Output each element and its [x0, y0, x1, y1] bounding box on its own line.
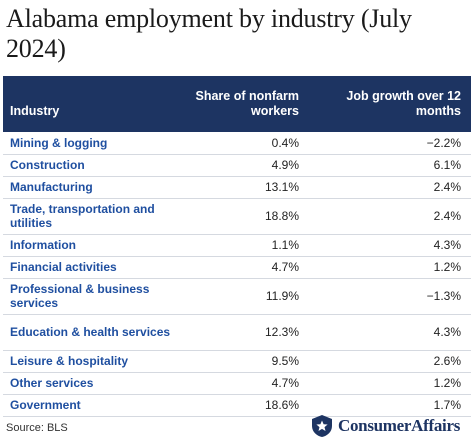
table-header-row: Industry Share of nonfarm workers Job gr…	[3, 76, 471, 132]
table-row: Professional & business services 11.9% −…	[3, 278, 471, 314]
growth-cell: 4.3%	[433, 325, 461, 339]
growth-cell: 6.1%	[433, 158, 461, 172]
share-cell: 4.7%	[271, 376, 299, 390]
table-row: Government 18.6% 1.7%	[3, 394, 471, 416]
share-cell: 9.5%	[271, 354, 299, 368]
share-cell: 13.1%	[264, 180, 299, 194]
industry-cell: Leisure & hospitality	[10, 354, 129, 368]
table-row: Construction 4.9% 6.1%	[3, 154, 471, 176]
source-note: Source: BLS	[6, 422, 68, 434]
industry-cell: Professional & business services	[10, 282, 150, 310]
brand-name: ConsumerAffairs	[338, 416, 461, 435]
share-cell: 11.9%	[265, 289, 299, 303]
growth-cell: −1.3%	[426, 289, 461, 303]
table-row: Manufacturing 13.1% 2.4%	[3, 176, 471, 198]
growth-cell: 4.3%	[433, 238, 461, 252]
industry-cell: Government	[10, 398, 81, 412]
header-industry: Industry	[10, 103, 60, 118]
growth-cell: 2.4%	[433, 209, 461, 223]
employment-table: Industry Share of nonfarm workers Job gr…	[3, 76, 471, 417]
growth-cell: 1.7%	[433, 398, 461, 412]
growth-cell: 1.2%	[433, 260, 461, 274]
industry-cell: Education & health services	[10, 325, 171, 339]
brand-logo: ConsumerAffairs	[310, 414, 460, 438]
page-title: Alabama employment by industry (July 202…	[6, 4, 412, 63]
share-cell: 4.9%	[271, 158, 299, 172]
share-cell: 1.1%	[271, 238, 299, 252]
table-row: Mining & logging 0.4% −2.2%	[3, 132, 471, 154]
industry-cell: Information	[10, 238, 76, 252]
header-growth: Job growth over 12 months	[346, 89, 461, 118]
share-cell: 4.7%	[271, 260, 299, 274]
share-cell: 18.8%	[264, 209, 299, 223]
shield-star-icon	[312, 415, 332, 437]
table-row: Leisure & hospitality 9.5% 2.6%	[3, 350, 471, 372]
industry-cell: Other services	[10, 376, 94, 390]
industry-cell: Mining & logging	[10, 135, 108, 150]
industry-cell: Manufacturing	[10, 180, 93, 194]
header-share: Share of nonfarm workers	[195, 89, 300, 118]
table-row: Information 1.1% 4.3%	[3, 234, 471, 256]
share-cell: 12.3%	[264, 325, 299, 339]
table-row: Education & health services 12.3% 4.3%	[3, 314, 471, 350]
industry-cell: Financial activities	[10, 260, 117, 274]
industry-cell: Construction	[10, 158, 85, 172]
table-row: Trade, transportation and utilities 18.8…	[3, 198, 471, 234]
growth-cell: 1.2%	[433, 376, 461, 390]
table-row: Other services 4.7% 1.2%	[3, 372, 471, 394]
table-row: Financial activities 4.7% 1.2%	[3, 256, 471, 278]
industry-cell: Trade, transportation and utilities	[10, 202, 155, 230]
share-cell: 0.4%	[271, 135, 299, 150]
growth-cell: 2.4%	[433, 180, 461, 194]
share-cell: 18.6%	[264, 398, 299, 412]
growth-cell: −2.2%	[426, 135, 461, 150]
growth-cell: 2.6%	[433, 354, 461, 368]
